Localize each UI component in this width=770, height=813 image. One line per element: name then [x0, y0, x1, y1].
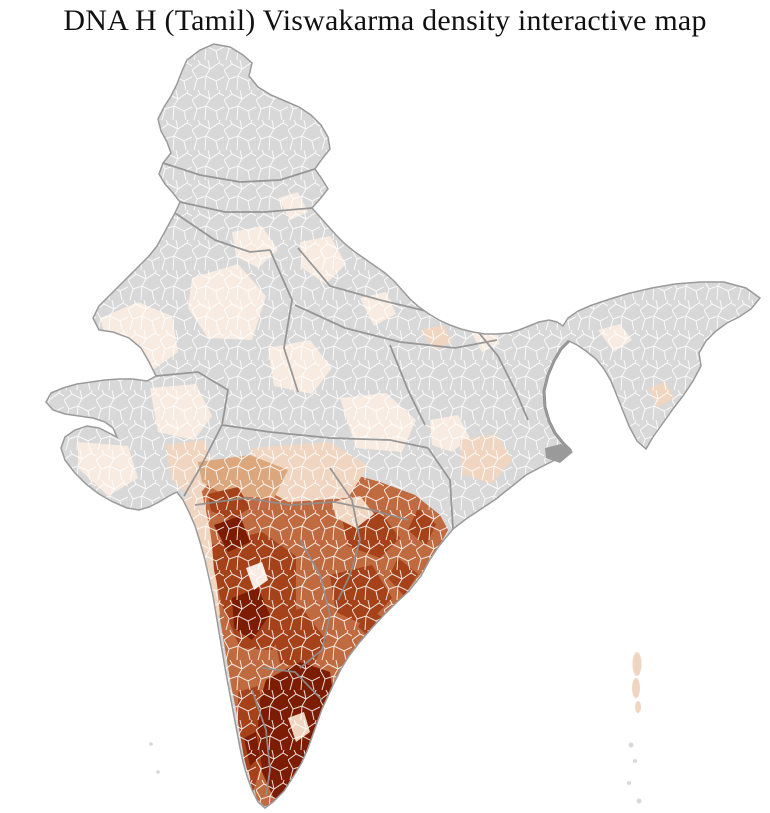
- nicobar-islands[interactable]: [627, 742, 642, 804]
- lakshadweep-islands[interactable]: [149, 742, 160, 774]
- andaman-islands[interactable]: [632, 652, 642, 713]
- map-title: DNA H (Tamil) Viswakarma density interac…: [63, 4, 707, 37]
